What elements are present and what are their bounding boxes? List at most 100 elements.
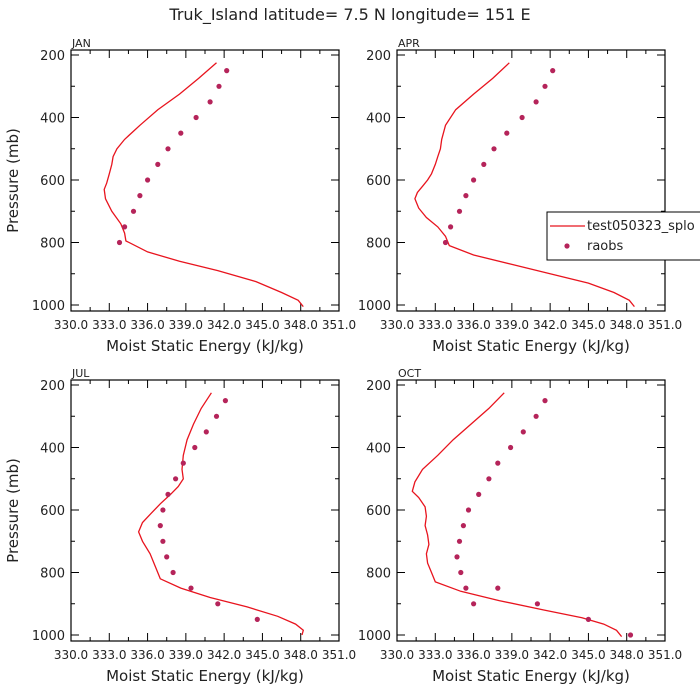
raobs-point bbox=[442, 239, 449, 246]
y-tick-label: 400 bbox=[40, 442, 65, 457]
y-tick-label: 800 bbox=[40, 567, 65, 582]
raobs-point bbox=[122, 224, 128, 230]
x-tick-label: 330.0 bbox=[54, 318, 88, 332]
y-axis-label: Pressure (mb) bbox=[4, 458, 22, 563]
y-axis-label: Pressure (mb) bbox=[4, 128, 22, 233]
x-tick-label: 342.0 bbox=[533, 318, 567, 332]
raobs-point bbox=[542, 398, 548, 404]
raobs-point bbox=[550, 68, 556, 74]
model-profile-line bbox=[414, 62, 635, 308]
x-tick-label: 351.0 bbox=[648, 318, 682, 332]
raobs-point bbox=[116, 239, 123, 246]
raobs-point bbox=[173, 476, 179, 482]
raobs-point bbox=[627, 632, 634, 638]
model-profile-line bbox=[137, 392, 305, 636]
raobs-point bbox=[465, 507, 472, 513]
raobs-point bbox=[481, 161, 487, 167]
x-tick-label: 339.0 bbox=[169, 648, 203, 662]
y-tick-label: 800 bbox=[366, 237, 391, 252]
panels: JAN 200 400 600 800 1000 330.0 333.0 336.0 339.0 3… bbox=[4, 37, 682, 685]
raobs-point bbox=[585, 616, 592, 623]
raobs-point bbox=[471, 177, 477, 183]
raobs-point bbox=[495, 585, 501, 591]
raobs-point bbox=[165, 146, 171, 152]
raobs-point bbox=[448, 224, 454, 230]
raobs-point bbox=[203, 429, 209, 435]
x-tick-label: 351.0 bbox=[322, 648, 356, 662]
figure-title: Truk_Island latitude= 7.5 N longitude= 1… bbox=[168, 5, 530, 25]
x-tick-label: 339.0 bbox=[495, 648, 529, 662]
x-tick-label: 351.0 bbox=[648, 648, 682, 662]
raobs-point bbox=[534, 601, 541, 607]
x-tick-label: 333.0 bbox=[92, 318, 126, 332]
x-tick-label: 342.0 bbox=[207, 648, 241, 662]
x-tick-label: 333.0 bbox=[418, 648, 452, 662]
raobs-point bbox=[165, 491, 171, 497]
raobs-point bbox=[180, 460, 186, 466]
x-tick-label: 345.0 bbox=[571, 318, 605, 332]
y-tick-label: 200 bbox=[366, 379, 391, 394]
raobs-point bbox=[160, 538, 166, 544]
x-tick-label: 330.0 bbox=[380, 648, 414, 662]
model-profile-line bbox=[411, 392, 623, 638]
y-tick-label: 1000 bbox=[358, 299, 391, 314]
x-tick-label: 336.0 bbox=[456, 318, 490, 332]
panel-label: APR bbox=[398, 37, 420, 50]
plot-frame bbox=[396, 49, 666, 312]
raobs-point bbox=[542, 83, 548, 89]
raobs-point bbox=[476, 491, 482, 497]
raobs-point bbox=[463, 585, 469, 591]
x-tick-label: 348.0 bbox=[284, 648, 318, 662]
y-tick-label: 200 bbox=[40, 49, 65, 64]
raobs-point bbox=[519, 114, 525, 121]
panel-jan: JAN 200 400 600 800 1000 330.0 333.0 336.0 339.0 3… bbox=[4, 37, 356, 355]
x-tick-label: 342.0 bbox=[207, 318, 241, 332]
y-tick-label: 200 bbox=[40, 379, 65, 394]
raobs-point bbox=[463, 193, 469, 199]
plot-frame bbox=[70, 49, 340, 312]
raobs-point bbox=[207, 99, 213, 105]
raobs-point bbox=[130, 208, 137, 214]
raobs-point bbox=[213, 413, 220, 419]
x-tick-label: 348.0 bbox=[284, 318, 318, 332]
x-tick-label: 333.0 bbox=[92, 648, 126, 662]
y-tick-label: 200 bbox=[366, 49, 391, 64]
raobs-point bbox=[224, 68, 230, 74]
legend-obs-label: raobs bbox=[587, 239, 624, 254]
x-axis-label: Moist Static Energy (kJ/kg) bbox=[432, 667, 630, 685]
x-tick-label: 342.0 bbox=[533, 648, 567, 662]
raobs-point bbox=[491, 146, 497, 152]
panel-jul: JUL 200 400 600 800 1000 330.0 333.0 336.0 339.0 3… bbox=[4, 367, 356, 685]
panel-oct: OCT 200 400 600 800 1000 330.0 333.0 336.0 339.0 3… bbox=[358, 367, 682, 685]
raobs-point bbox=[454, 554, 460, 560]
x-axis-label: Moist Static Energy (kJ/kg) bbox=[106, 667, 304, 685]
raobs-point bbox=[215, 601, 221, 607]
raobs-point bbox=[533, 413, 539, 419]
raobs-point bbox=[164, 554, 170, 560]
y-tick-label: 1000 bbox=[32, 629, 65, 644]
model-profile-line bbox=[103, 62, 304, 308]
raobs-point bbox=[216, 83, 222, 89]
x-tick-label: 336.0 bbox=[130, 318, 164, 332]
raobs-point bbox=[222, 398, 228, 404]
x-tick-label: 333.0 bbox=[418, 318, 452, 332]
x-tick-label: 345.0 bbox=[245, 318, 279, 332]
raobs-point bbox=[456, 208, 463, 214]
x-tick-label: 345.0 bbox=[245, 648, 279, 662]
y-tick-label: 800 bbox=[366, 567, 391, 582]
x-axis-label: Moist Static Energy (kJ/kg) bbox=[106, 337, 304, 355]
legend-marker-swatch bbox=[564, 243, 570, 249]
raobs-point bbox=[460, 523, 466, 529]
x-tick-label: 336.0 bbox=[130, 648, 164, 662]
y-tick-label: 600 bbox=[40, 174, 65, 189]
y-tick-label: 400 bbox=[366, 112, 391, 127]
x-tick-label: 351.0 bbox=[322, 318, 356, 332]
panel-label: JUL bbox=[71, 367, 90, 380]
y-tick-label: 1000 bbox=[358, 629, 391, 644]
y-tick-label: 400 bbox=[40, 112, 65, 127]
panel-label: JAN bbox=[71, 37, 91, 50]
raobs-point bbox=[520, 429, 526, 435]
raobs-point bbox=[157, 523, 163, 529]
